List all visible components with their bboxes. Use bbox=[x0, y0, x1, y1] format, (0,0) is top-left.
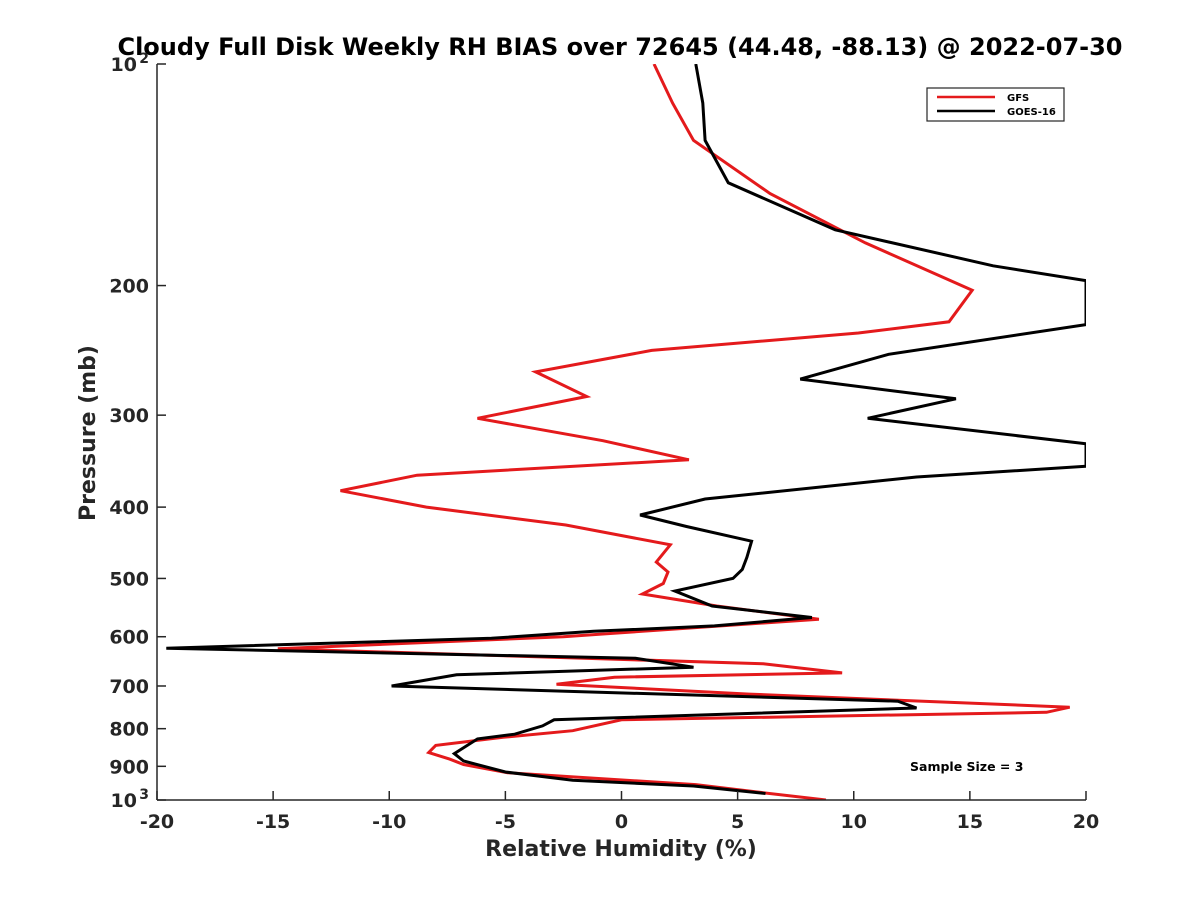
x-tick-label: -5 bbox=[495, 811, 516, 833]
legend-label: GFS bbox=[1007, 93, 1029, 104]
legend-label: GOES-16 bbox=[1007, 107, 1056, 118]
x-tick-label: 20 bbox=[1073, 811, 1099, 833]
legend-box bbox=[926, 87, 1065, 122]
y-tick-label: 900 bbox=[109, 756, 149, 778]
x-tick-label: 10 bbox=[841, 811, 867, 833]
y-tick-label-exponent: 2 bbox=[139, 51, 149, 67]
y-axis-label: Pressure (mb) bbox=[76, 345, 101, 521]
chart-title: Cloudy Full Disk Weekly RH BIAS over 726… bbox=[117, 33, 1122, 61]
y-tick-label: 500 bbox=[109, 568, 149, 590]
plot-background bbox=[157, 64, 1086, 800]
sample-size-annotation: Sample Size = 3 bbox=[910, 759, 1023, 774]
x-tick-label: 15 bbox=[957, 811, 983, 833]
y-tick-label: 800 bbox=[109, 719, 149, 741]
y-tick-label: 10 bbox=[111, 790, 137, 812]
x-tick-label: -15 bbox=[256, 811, 290, 833]
y-tick-label: 10 bbox=[111, 54, 137, 76]
legend: GFS GOES-16 bbox=[926, 87, 1065, 122]
x-axis-label: Relative Humidity (%) bbox=[485, 837, 757, 862]
x-tick-label: 0 bbox=[615, 811, 628, 833]
series-line-gfs bbox=[277, 64, 1071, 800]
x-tick-label: -10 bbox=[372, 811, 406, 833]
y-tick-label: 700 bbox=[109, 676, 149, 698]
y-tick-label: 400 bbox=[109, 497, 149, 519]
series-line-goes-16 bbox=[166, 64, 1086, 795]
y-tick-label: 300 bbox=[109, 405, 149, 427]
plot-area bbox=[157, 64, 1086, 800]
y-tick-label: 600 bbox=[109, 627, 149, 649]
y-tick-label-exponent: 3 bbox=[139, 787, 149, 803]
y-tick-label: 200 bbox=[109, 276, 149, 298]
series-layer bbox=[166, 64, 1086, 800]
x-tick-label: -20 bbox=[140, 811, 174, 833]
x-tick-label: 5 bbox=[731, 811, 744, 833]
